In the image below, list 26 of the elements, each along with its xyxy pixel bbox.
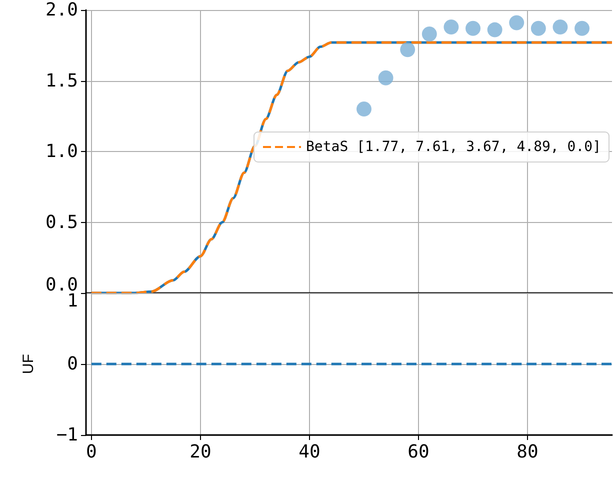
y-tick-label: −1 [56, 424, 78, 446]
point [552, 19, 568, 34]
y-tick-label: 0 [67, 354, 78, 374]
y-axis-title: UF [20, 354, 37, 374]
y-tick-label: 1.0 [45, 141, 78, 162]
x-tick-label: 80 [516, 442, 538, 462]
line-series [90, 41, 613, 294]
x-tick-label: 0 [86, 442, 97, 462]
y-tick-label: 1.5 [45, 70, 78, 92]
point [574, 20, 590, 36]
y-tick-label: 0.5 [45, 212, 78, 233]
point [400, 42, 416, 58]
x-tick-label: 20 [190, 442, 212, 462]
y-tick-label: 2.0 [45, 0, 78, 20]
legend-label: BetaS [1.77, 7.61, 3.67, 4.89, 0.0] [306, 139, 602, 155]
y-tick-label: 1 [67, 290, 78, 312]
x-tick-label: 40 [298, 442, 320, 462]
point [530, 20, 546, 36]
point [466, 20, 481, 36]
point [356, 102, 372, 117]
point [422, 26, 437, 42]
point [444, 19, 459, 34]
x-tick-label: 60 [408, 442, 430, 462]
point [378, 70, 394, 86]
point [509, 15, 524, 30]
point [487, 22, 502, 38]
